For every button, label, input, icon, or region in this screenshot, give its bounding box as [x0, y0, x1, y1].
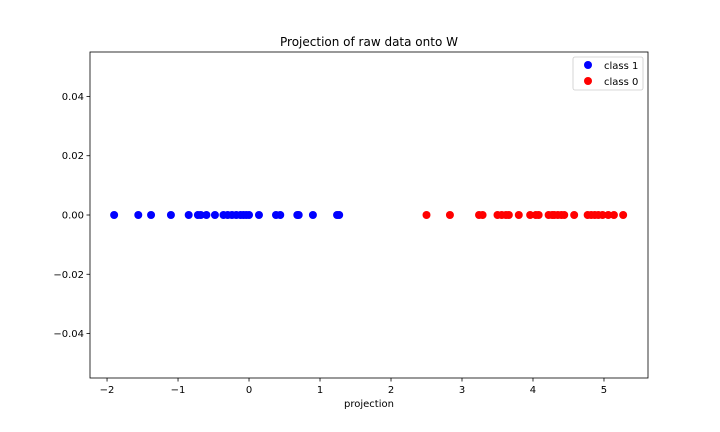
data-point-class-0 — [619, 211, 628, 219]
x-tick-label: 4 — [530, 385, 536, 396]
x-tick-label: 3 — [459, 385, 465, 396]
x-axis-ticks: −2 −1 0 1 2 3 4 5 — [100, 378, 607, 396]
legend: class 1 class 0 — [572, 56, 644, 91]
x-tick-label: 2 — [388, 385, 394, 396]
data-point-class-1 — [308, 211, 317, 219]
data-point-class-1 — [184, 211, 193, 219]
data-point-class-0 — [514, 211, 523, 219]
x-axis-label: projection — [344, 399, 394, 410]
legend-label-class-0: class 0 — [604, 77, 638, 88]
y-axis-ticks: −0.04 −0.02 0.00 0.02 0.04 — [53, 92, 90, 340]
x-tick-label: 1 — [317, 385, 323, 396]
data-point-class-1 — [166, 211, 175, 219]
data-points — [110, 211, 628, 219]
x-tick-label: −1 — [171, 385, 186, 396]
data-point-class-1 — [276, 211, 285, 219]
data-point-class-1 — [110, 211, 119, 219]
data-point-class-0 — [526, 211, 535, 219]
data-point-class-1 — [294, 211, 303, 219]
legend-marker-class-1 — [584, 61, 592, 69]
data-point-class-0 — [504, 211, 513, 219]
data-point-class-1 — [210, 211, 219, 219]
data-point-class-0 — [422, 211, 431, 219]
data-point-class-1 — [254, 211, 263, 219]
x-tick-label: 0 — [246, 385, 252, 396]
data-point-class-0 — [604, 211, 613, 219]
data-point-class-1 — [147, 211, 156, 219]
data-point-class-1 — [196, 211, 205, 219]
data-point-class-0 — [570, 211, 579, 219]
data-point-class-0 — [445, 211, 454, 219]
x-tick-label: 5 — [601, 385, 607, 396]
data-point-class-0 — [609, 211, 618, 219]
legend-label-class-1: class 1 — [604, 61, 638, 72]
y-tick-label: 0.04 — [62, 92, 84, 103]
chart-title: Projection of raw data onto W — [280, 35, 458, 49]
x-tick-label: −2 — [100, 385, 115, 396]
data-point-class-1 — [335, 211, 344, 219]
y-tick-label: −0.02 — [53, 270, 84, 281]
legend-marker-class-0 — [584, 77, 592, 85]
data-point-class-0 — [534, 211, 543, 219]
data-point-class-0 — [478, 211, 487, 219]
data-point-class-1 — [202, 211, 211, 219]
y-tick-label: 0.00 — [62, 211, 84, 222]
data-point-class-0 — [598, 211, 607, 219]
data-point-class-1 — [245, 211, 254, 219]
data-point-class-0 — [560, 211, 569, 219]
y-tick-label: 0.02 — [62, 151, 84, 162]
data-point-class-1 — [134, 211, 143, 219]
y-tick-label: −0.04 — [53, 329, 84, 340]
